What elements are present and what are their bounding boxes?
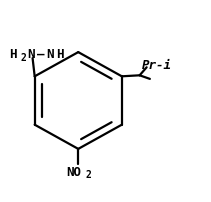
Text: NO: NO xyxy=(67,165,82,178)
Text: N: N xyxy=(46,47,53,60)
Text: Pr-i: Pr-i xyxy=(142,58,172,71)
Text: H: H xyxy=(56,47,64,60)
Text: N: N xyxy=(27,47,34,60)
Text: H: H xyxy=(9,47,17,60)
Text: —: — xyxy=(37,47,45,60)
Text: 2: 2 xyxy=(21,53,27,62)
Text: 2: 2 xyxy=(85,169,91,179)
